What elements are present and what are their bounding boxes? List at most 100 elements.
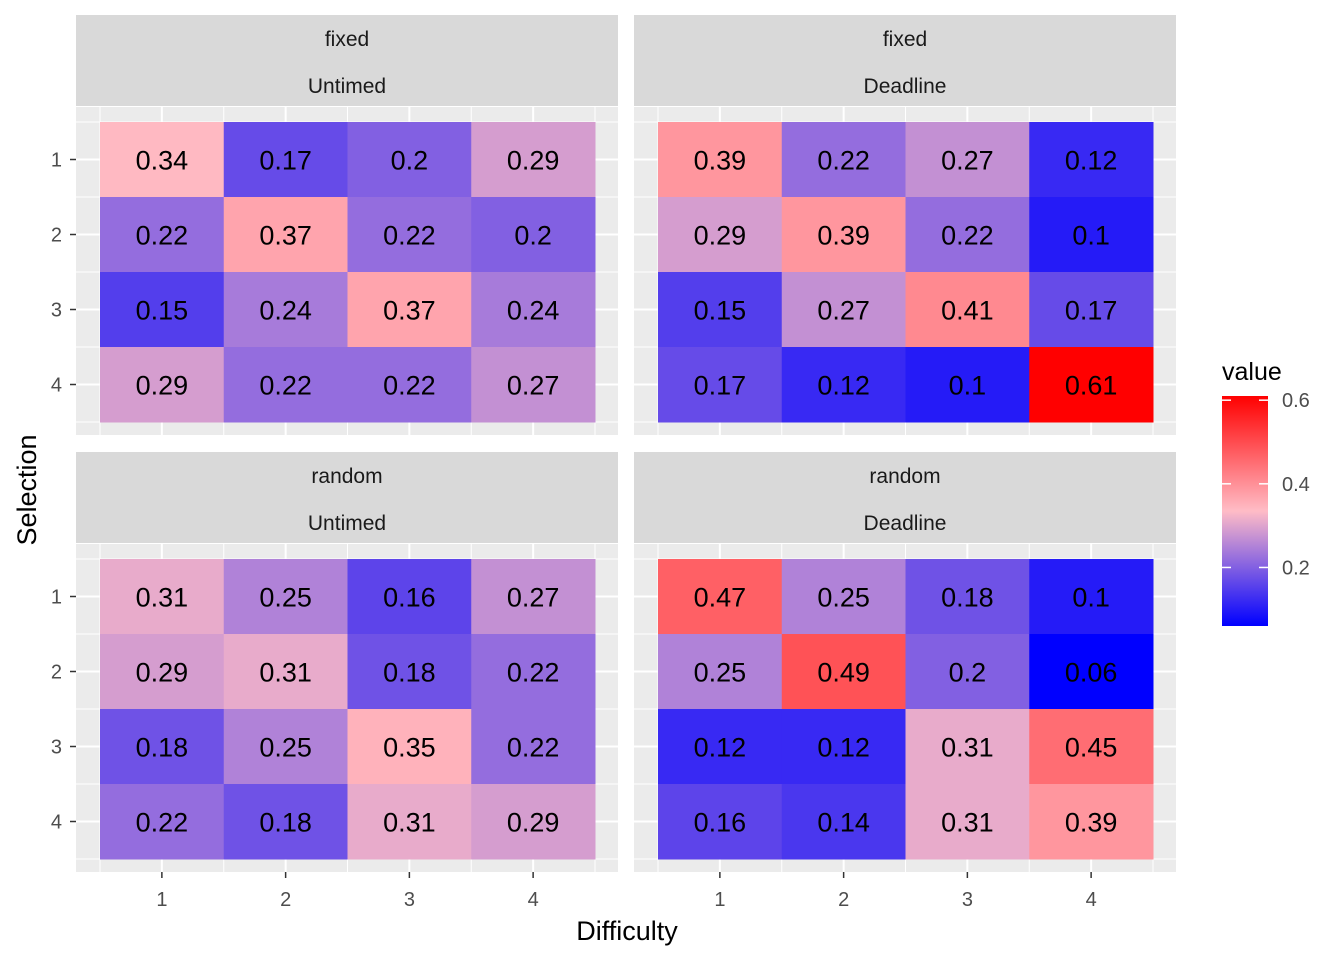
- heatmap-tile: [100, 634, 225, 710]
- tile-value-label: 0.18: [136, 733, 189, 763]
- facet-label-selection-mode: random: [311, 465, 382, 488]
- heatmap-tile: [347, 197, 472, 273]
- tile-value-label: 0.22: [383, 221, 436, 251]
- x-tick-label: 1: [156, 889, 167, 911]
- tile-value-label: 0.12: [1065, 146, 1118, 176]
- legend-tick-label: 0.6: [1282, 390, 1310, 412]
- axes: 1 2 3 4 1 2 3 4 1 2 3 4 1 2 3 4: [51, 150, 1097, 912]
- heatmap-tile: [471, 272, 596, 348]
- heatmap-tile: [100, 784, 225, 860]
- tile-value-label: 0.22: [383, 371, 436, 401]
- tile-value-label: 0.25: [259, 583, 312, 613]
- x-tick-label: 3: [962, 889, 973, 911]
- facet-label-timing: Deadline: [864, 512, 947, 535]
- heatmap-tile: [347, 559, 472, 635]
- y-tick-label: 4: [51, 375, 62, 397]
- tile-value-label: 0.45: [1065, 733, 1118, 763]
- facet-label-timing: Deadline: [864, 75, 947, 98]
- heatmap-tile: [347, 347, 472, 423]
- heatmap-tile: [905, 122, 1030, 198]
- x-tick-label: 4: [528, 889, 539, 911]
- tile-value-label: 0.1: [949, 371, 987, 401]
- y-tick-label: 2: [51, 662, 62, 684]
- heatmap-tile: [100, 272, 225, 348]
- x-tick-label: 2: [838, 889, 849, 911]
- heatmap-tile: [1029, 122, 1154, 198]
- heatmap-tile: [223, 784, 348, 860]
- tile-value-label: 0.29: [507, 146, 560, 176]
- tile-value-label: 0.31: [136, 583, 189, 613]
- heatmap-tile: [905, 559, 1030, 635]
- facet-strip: [76, 452, 618, 543]
- tile-value-label: 0.15: [694, 296, 747, 326]
- heatmap-tile: [223, 709, 348, 785]
- tile-value-label: 0.17: [259, 146, 312, 176]
- facet-strip: [634, 15, 1176, 106]
- tile-value-label: 0.37: [259, 221, 312, 251]
- y-tick-label: 4: [51, 812, 62, 834]
- tile-value-label: 0.22: [136, 808, 189, 838]
- legend-color-bar: [1222, 396, 1268, 626]
- tile-value-label: 0.17: [694, 371, 747, 401]
- tile-value-label: 0.2: [514, 221, 552, 251]
- tile-value-label: 0.39: [817, 221, 870, 251]
- tile-value-label: 0.29: [507, 808, 560, 838]
- heatmap-tile: [1029, 197, 1154, 273]
- tile-value-label: 0.35: [383, 733, 436, 763]
- tile-value-label: 0.17: [1065, 296, 1118, 326]
- heatmap-tile: [100, 709, 225, 785]
- tile-value-label: 0.31: [383, 808, 436, 838]
- heatmap-tile: [1029, 272, 1154, 348]
- x-tick-label: 2: [280, 889, 291, 911]
- heatmap-tile: [781, 709, 906, 785]
- heatmap-tile: [658, 634, 783, 710]
- heatmap-tile: [658, 347, 783, 423]
- tile-value-label: 0.2: [949, 658, 987, 688]
- tile-value-label: 0.61: [1065, 371, 1118, 401]
- heatmap-tile: [1029, 784, 1154, 860]
- tile-value-label: 0.12: [694, 733, 747, 763]
- tile-value-label: 0.22: [136, 221, 189, 251]
- tile-value-label: 0.41: [941, 296, 994, 326]
- x-tick-label: 4: [1086, 889, 1097, 911]
- tile-value-label: 0.25: [694, 658, 747, 688]
- tile-value-label: 0.34: [136, 146, 189, 176]
- y-tick-label: 1: [51, 587, 62, 609]
- heatmap-tile: [658, 197, 783, 273]
- y-tick-label: 3: [51, 300, 62, 322]
- tile-value-label: 0.39: [694, 146, 747, 176]
- color-legend: value 0.2 0.4 0.6: [1222, 358, 1310, 626]
- tile-value-label: 0.2: [391, 146, 429, 176]
- heatmap-tile: [471, 559, 596, 635]
- heatmap-tile: [223, 634, 348, 710]
- heatmap-tile: [781, 347, 906, 423]
- tile-value-label: 0.29: [136, 371, 189, 401]
- heatmap-tile: [905, 634, 1030, 710]
- heatmap-tile: [223, 122, 348, 198]
- facet-strip: [634, 452, 1176, 543]
- x-axis-title: Difficulty: [576, 916, 678, 946]
- heatmap-tile: [781, 784, 906, 860]
- tile-value-label: 0.18: [941, 583, 994, 613]
- heatmap-tile: [347, 709, 472, 785]
- x-tick-label: 1: [714, 889, 725, 911]
- tile-value-label: 0.27: [507, 583, 560, 613]
- heatmap-tile: [658, 122, 783, 198]
- tile-value-label: 0.39: [1065, 808, 1118, 838]
- heatmap-tile: [658, 559, 783, 635]
- heatmap-tile: [223, 272, 348, 348]
- facet-panels: fixed Untimed 0.34 0.17 0.2 0.29 0.22 0.37 0.22 0…: [76, 15, 1176, 872]
- facet-label-selection-mode: random: [869, 465, 940, 488]
- heatmap-tile: [100, 559, 225, 635]
- tile-value-label: 0.29: [136, 658, 189, 688]
- facet-strip: [76, 15, 618, 106]
- facet-panel: random Untimed 0.31 0.25 0.16 0.27 0.29 0.31 0.1…: [76, 452, 618, 872]
- heatmap-tile: [223, 197, 348, 273]
- heatmap-tile: [905, 709, 1030, 785]
- y-tick-label: 1: [51, 150, 62, 172]
- tile-value-label: 0.27: [817, 296, 870, 326]
- tile-value-label: 0.31: [941, 733, 994, 763]
- heatmap-tile: [781, 634, 906, 710]
- heatmap-tile: [100, 122, 225, 198]
